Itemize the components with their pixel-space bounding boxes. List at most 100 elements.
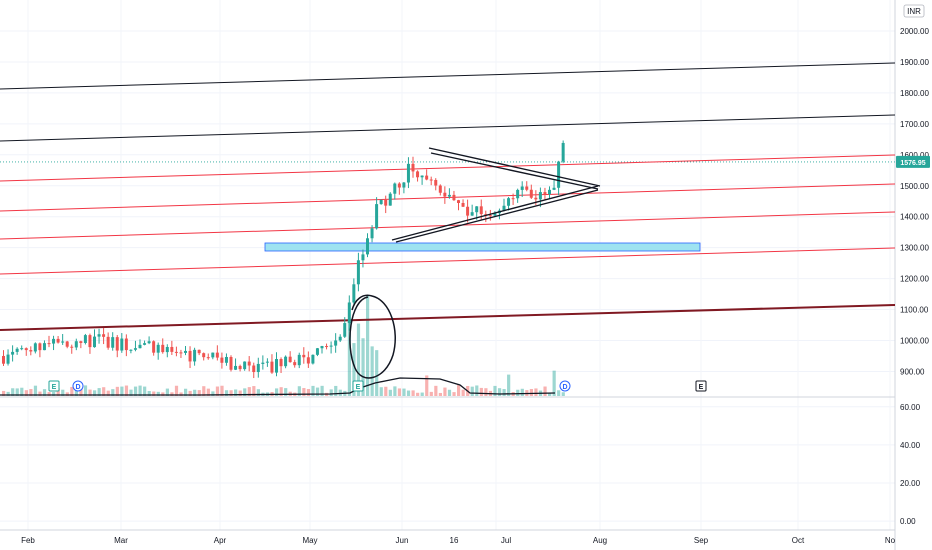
marker-label: D [562, 384, 567, 391]
volume-bar [393, 386, 397, 396]
volume-bar [311, 385, 315, 396]
candle [202, 352, 206, 361]
volume-bar [279, 387, 283, 396]
marker-frame [695, 380, 707, 392]
volume-bar [6, 391, 10, 396]
volume-bar [384, 386, 388, 396]
candle-body [416, 171, 420, 178]
marker-frame [72, 380, 84, 392]
candle [343, 317, 347, 338]
candle [120, 333, 124, 353]
candle [370, 225, 374, 243]
earnings-marker: E [48, 380, 60, 392]
volume-bar [484, 388, 488, 396]
candle-body [147, 341, 151, 344]
candle [543, 187, 547, 200]
candle [83, 333, 87, 345]
time-tick-label: Jul [501, 536, 511, 545]
price-axis[interactable]: INR2000.001900.001800.001700.001600.0015… [896, 4, 930, 526]
time-axis[interactable]: Feb Mar Apr May Jun 16 Jul Aug Sep Oct No [21, 536, 896, 545]
volume-bar [356, 323, 361, 396]
candle-body [193, 349, 197, 362]
volume-bar [147, 390, 151, 396]
candle-body [179, 352, 183, 354]
volume-bar [15, 388, 19, 396]
candle [42, 340, 46, 351]
candle [102, 328, 106, 345]
volume-bar [416, 392, 420, 396]
candle-body [397, 183, 401, 188]
long-term-trendline [0, 304, 896, 331]
candle [211, 352, 215, 360]
candle [156, 342, 160, 360]
candle-body [475, 206, 479, 213]
candle [520, 181, 524, 197]
resistance-line [0, 62, 896, 90]
candle-body [152, 341, 156, 353]
candle [488, 209, 492, 221]
volume-bar [188, 390, 192, 396]
time-tick-label: No [885, 536, 896, 545]
candle [447, 188, 451, 199]
candle [124, 334, 128, 357]
candle [429, 176, 433, 186]
candle [161, 338, 165, 354]
candle-body [2, 355, 5, 364]
candle [279, 357, 283, 374]
volume-bar [42, 389, 47, 396]
price-tick-label: 1200.00 [900, 275, 929, 284]
candle [329, 341, 333, 354]
volume-bar [457, 385, 461, 396]
volume-bar [20, 387, 24, 396]
candle [297, 352, 301, 369]
candle-body [243, 361, 247, 370]
volume-bar [388, 389, 392, 396]
candle [129, 349, 133, 354]
candle-body [384, 199, 388, 206]
candle-body [184, 350, 187, 353]
candle-body [197, 349, 201, 354]
candle-body [552, 187, 556, 190]
candle-body [411, 163, 415, 172]
volume-bar [52, 392, 56, 396]
volume-bar [56, 388, 60, 396]
price-tick-label: 900.00 [900, 367, 925, 376]
candle-body [320, 346, 324, 349]
volume-average-line [0, 377, 556, 396]
candle-body [306, 357, 310, 364]
candle-body [106, 336, 110, 348]
time-tick-label: Apr [214, 536, 227, 545]
candle-body [161, 344, 165, 353]
candle-body [288, 356, 292, 363]
candle-body [29, 350, 33, 352]
candle [170, 340, 174, 355]
candle-body [120, 338, 124, 351]
candle-body [529, 189, 533, 198]
candle [152, 340, 156, 356]
time-tick-label: Oct [792, 536, 805, 545]
candle-body [502, 205, 506, 211]
volume-bar [493, 385, 497, 396]
candle-body [11, 351, 15, 355]
currency-frame [903, 4, 925, 18]
candle [361, 249, 365, 268]
candle [461, 199, 465, 207]
price-tick-label: 1400.00 [900, 213, 929, 222]
candle-body [52, 338, 56, 344]
candle [179, 349, 183, 358]
volume-bar [520, 388, 524, 396]
candle-body [311, 354, 315, 364]
volume-bar [529, 388, 533, 396]
candle-body [420, 175, 424, 178]
time-tick-label: May [302, 536, 317, 545]
candle-body [133, 348, 137, 350]
candle [325, 343, 329, 350]
marker-label: E [356, 384, 361, 391]
volume-bar [425, 375, 429, 396]
candle [484, 210, 488, 223]
candlestick-series [2, 140, 565, 379]
marker-label: E [699, 384, 704, 391]
price-tick-label: 1900.00 [900, 58, 929, 67]
candle [165, 344, 169, 358]
